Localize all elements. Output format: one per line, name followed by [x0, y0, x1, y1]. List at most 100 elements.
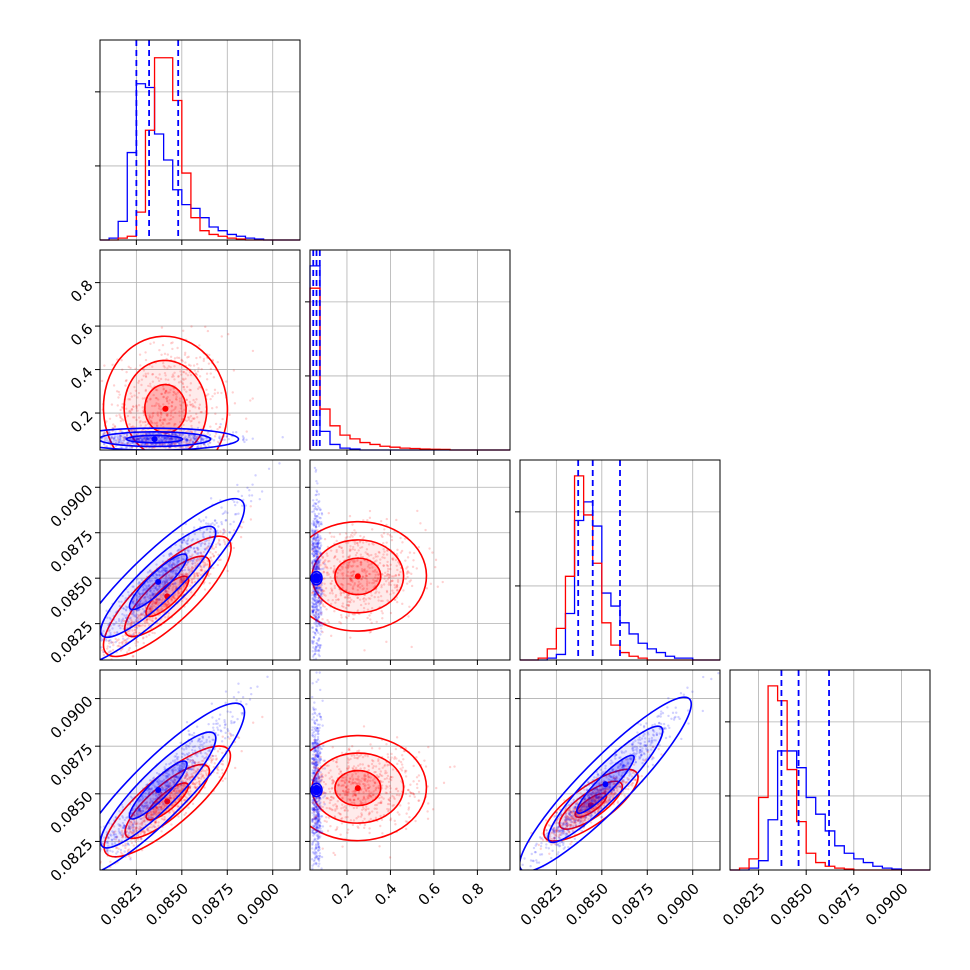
red-point — [173, 365, 176, 368]
red-point — [194, 564, 197, 568]
blue-point — [228, 531, 231, 534]
blue-point — [105, 445, 109, 448]
blue-point — [222, 434, 226, 438]
red-point — [173, 787, 177, 791]
blue-point — [166, 569, 169, 573]
red-point — [167, 587, 171, 591]
blue-point — [220, 740, 224, 743]
red-point — [160, 607, 163, 610]
blue-point — [315, 618, 318, 622]
blue-point — [220, 522, 224, 526]
red-point — [129, 392, 132, 395]
red-point — [365, 584, 369, 587]
red-point — [174, 795, 178, 798]
red-point — [172, 789, 175, 793]
scatter-area — [96, 675, 269, 870]
red-point — [146, 621, 149, 625]
blue-point — [191, 538, 195, 541]
red-point — [163, 391, 167, 395]
blue-point — [189, 555, 192, 559]
red-point — [137, 404, 141, 407]
red-point — [191, 566, 194, 569]
red-point — [142, 369, 146, 372]
blue-point — [136, 609, 139, 612]
blue-point — [147, 584, 150, 587]
red-point — [322, 593, 326, 596]
blue-point — [310, 639, 314, 643]
blue-point — [152, 584, 156, 588]
blue-point — [203, 547, 206, 551]
blue-point — [186, 561, 189, 565]
red-point — [180, 373, 183, 376]
blue-point — [56, 682, 58, 684]
red-point — [145, 803, 148, 807]
blue-point — [96, 864, 98, 866]
red-point — [134, 367, 137, 370]
red-point — [197, 776, 200, 780]
red-point — [125, 407, 128, 411]
blue-point — [137, 618, 140, 621]
blue-point — [155, 588, 159, 592]
blue-point — [312, 646, 315, 649]
red-point — [356, 559, 359, 562]
blue-point — [105, 639, 108, 642]
blue-point — [314, 602, 318, 605]
blue-point — [174, 571, 177, 574]
blue-point — [175, 552, 179, 556]
blue-point — [119, 437, 122, 440]
red-point — [368, 566, 371, 570]
red-point — [349, 549, 352, 552]
red-point — [120, 662, 122, 664]
blue-point — [323, 562, 326, 565]
blue-point — [312, 544, 316, 547]
red-point — [157, 407, 161, 410]
blue-point — [174, 543, 177, 547]
blue-point — [315, 522, 318, 525]
red-point — [142, 374, 145, 377]
red-point — [182, 784, 186, 787]
red-point — [371, 570, 375, 573]
red-point — [375, 571, 379, 574]
blue-point — [320, 551, 323, 555]
red-point — [188, 778, 192, 781]
red-point — [147, 811, 151, 815]
blue-point — [168, 553, 171, 556]
blue-point — [223, 511, 226, 515]
blue-point — [193, 546, 196, 550]
blue-point — [83, 446, 85, 448]
blue-point — [318, 506, 321, 510]
red-point — [134, 639, 138, 643]
blue-point — [172, 569, 176, 572]
blue-center-marker — [313, 575, 320, 582]
red-point — [138, 810, 141, 813]
blue-point — [193, 437, 196, 440]
blue-point — [82, 663, 84, 665]
blue-point — [150, 432, 153, 435]
red-point — [162, 388, 165, 391]
blue-point — [176, 549, 179, 553]
blue-point — [321, 622, 325, 625]
blue-point — [205, 539, 209, 542]
red-point — [191, 562, 194, 565]
red-point — [165, 414, 169, 417]
blue-point — [316, 643, 320, 647]
red-point — [356, 541, 359, 545]
blue-point — [317, 622, 320, 626]
red-point — [170, 443, 173, 446]
blue-point — [210, 702, 214, 705]
scatter-area — [56, 462, 281, 684]
red-point — [184, 377, 187, 381]
red-point — [143, 805, 146, 808]
red-point — [194, 406, 197, 409]
blue-point — [317, 649, 321, 652]
red-point — [377, 573, 380, 576]
blue-point — [89, 649, 91, 651]
blue-point — [135, 438, 138, 441]
red-point — [350, 559, 354, 562]
red-point — [155, 810, 158, 813]
blue-point — [319, 633, 322, 636]
blue-point — [311, 528, 314, 531]
red-point — [185, 772, 189, 775]
blue-point — [311, 604, 314, 608]
blue-point — [182, 437, 186, 440]
